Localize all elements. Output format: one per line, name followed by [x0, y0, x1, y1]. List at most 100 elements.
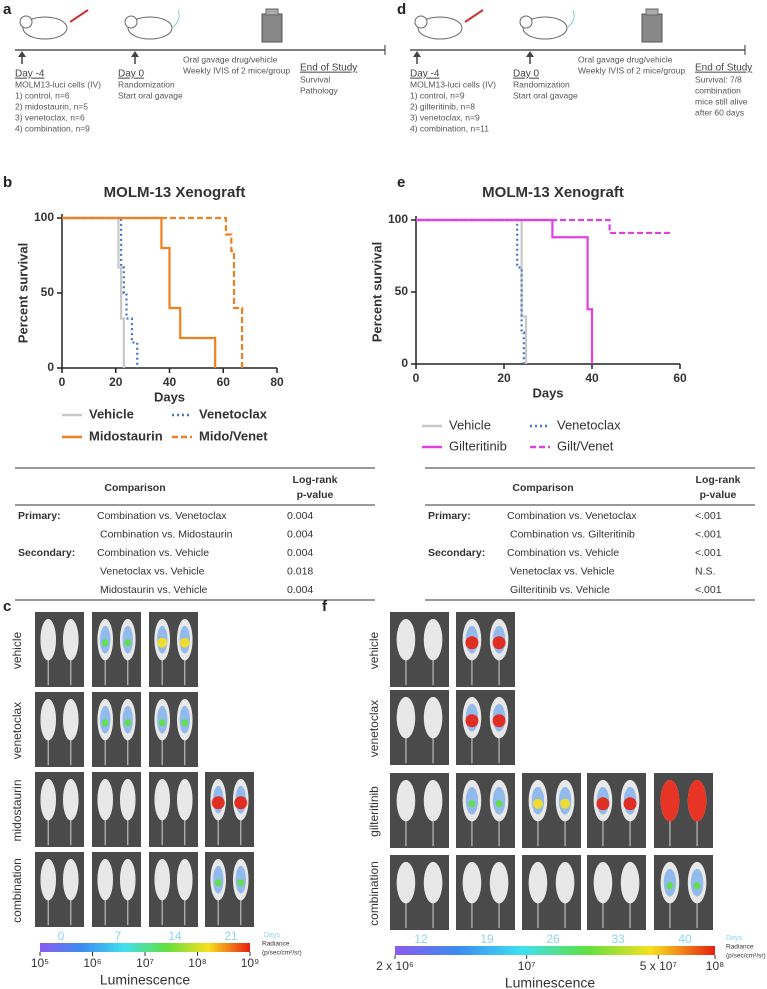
table-cell: Combination vs. Venetoclax [507, 510, 637, 522]
signal [157, 637, 168, 648]
mouse [462, 861, 482, 904]
day-label: 26 [546, 932, 560, 946]
table-cell: Venetoclax vs. Vehicle [510, 565, 615, 577]
table-cell: 0.004 [287, 547, 313, 559]
signal [532, 798, 543, 809]
panel-letter: b [3, 174, 12, 191]
timeline-text: Oral gavage drug/vehicle [578, 54, 673, 64]
signal [214, 879, 222, 887]
colorbar-label: 10⁷ [518, 959, 536, 973]
y-tick-label: 100 [388, 212, 408, 226]
row-label: vehicle [367, 632, 381, 670]
ivis-image [92, 772, 141, 847]
table-header: Log-rank [696, 474, 741, 486]
mouse [62, 698, 79, 741]
signal [660, 779, 680, 822]
x-tick-label: 0 [413, 371, 420, 385]
mouse [119, 778, 136, 821]
table-cell: 0.018 [287, 565, 313, 577]
table-group: Secondary: [18, 547, 75, 559]
table-header: p-value [700, 489, 737, 501]
colorbar-unit: (p/sec/cm²/sr) [262, 950, 302, 957]
survival-curve [416, 218, 594, 364]
mouse [154, 778, 171, 821]
mouse [423, 618, 443, 661]
ivis-image [390, 773, 449, 848]
colorbar-unit: (p/sec/cm²/sr) [726, 953, 766, 960]
arrow-head [413, 51, 421, 57]
colorbar-unit: Radiance [262, 941, 290, 948]
day-label: 40 [678, 932, 692, 946]
mouse [396, 861, 416, 904]
timeline-text: 3) venetoclax, n=9 [410, 112, 480, 122]
x-tick-label: 80 [270, 375, 284, 389]
day-label: 33 [611, 932, 625, 946]
legend-label: Gilt/Venet [557, 438, 614, 453]
timeline-text: Randomization [513, 79, 570, 89]
legend-label: Mido/Venet [199, 428, 268, 443]
colorbar-label: 10⁷ [136, 956, 154, 970]
mouse [97, 778, 114, 821]
table-cell: 0.004 [287, 584, 313, 596]
y-axis-label: Percent survival [369, 242, 384, 342]
legend-label: Vehicle [449, 417, 491, 432]
x-tick-label: 20 [497, 371, 511, 385]
ivis-image [35, 692, 84, 767]
signal [101, 639, 109, 647]
colorbar-label: 2 x 10⁶ [376, 959, 414, 973]
signal [596, 797, 610, 811]
timeline-heading: Day -4 [15, 69, 45, 80]
axis-label: Luminescence [100, 972, 190, 988]
table-header: Log-rank [293, 474, 338, 486]
timeline-text: 4) combination, n=11 [410, 123, 489, 133]
chart-title: MOLM-13 Xenograft [482, 184, 624, 201]
timeline-text: Start oral gavage [118, 90, 183, 100]
x-tick-label: 40 [585, 371, 599, 385]
signal [492, 636, 506, 650]
ivis-image [456, 855, 515, 930]
panel-letter: e [397, 174, 405, 191]
mouse [396, 779, 416, 822]
ivis-image [92, 692, 141, 767]
table-header: p-value [297, 489, 334, 501]
timeline-text: Pathology [300, 85, 339, 95]
mouse [40, 618, 57, 661]
timeline-text: 2) midostaurin, n=5 [15, 101, 88, 111]
signal [211, 796, 225, 810]
survival-curve [416, 218, 525, 364]
colorbar-label: 10⁶ [83, 956, 101, 970]
table-cell: Gilteritinib vs. Vehicle [510, 584, 610, 596]
mouse [620, 861, 640, 904]
colorbar-label: 10⁸ [188, 956, 206, 970]
legend-label: Vehicle [89, 406, 134, 421]
ivis-image [587, 855, 646, 930]
mouse [396, 696, 416, 739]
signal [465, 714, 479, 728]
x-tick-label: 40 [163, 375, 177, 389]
signal [158, 719, 166, 727]
mouse [489, 861, 509, 904]
row-label: venetoclax [10, 702, 24, 759]
ivis-image [522, 773, 581, 848]
day-label: 7 [115, 929, 122, 943]
table-cell: <.001 [695, 510, 722, 522]
ivis-image [149, 852, 198, 927]
y-tick-label: 0 [401, 356, 408, 370]
mouse [40, 858, 57, 901]
mouse [40, 698, 57, 741]
timeline-text: 3) venetoclax, n=6 [15, 112, 85, 122]
axis-label: Luminescence [505, 975, 595, 989]
table-header: Comparison [104, 482, 165, 494]
ivis-image [92, 612, 141, 687]
table-cell: Combination vs. Vehicle [97, 547, 209, 559]
legend-label: Venetoclax [199, 406, 268, 421]
y-tick-label: 0 [47, 360, 54, 374]
legend-label: Midostaurin [89, 428, 163, 443]
colorbar [40, 943, 250, 952]
mouse [423, 696, 443, 739]
signal [687, 779, 707, 822]
signal [465, 636, 479, 650]
ivis-image [390, 612, 449, 687]
timeline-heading: Day 0 [513, 69, 540, 80]
